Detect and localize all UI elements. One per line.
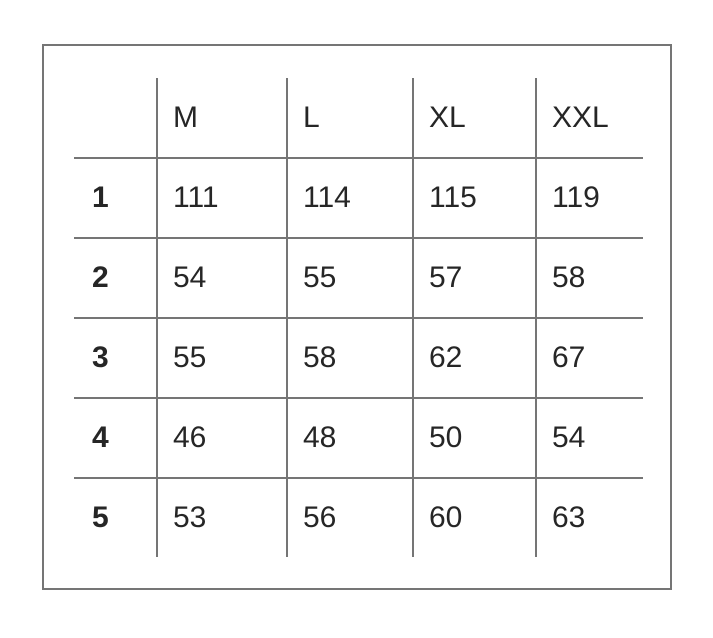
table-cell: 63 [535,477,643,557]
table-cell: 62 [412,317,535,397]
table-cell: 119 [535,157,643,237]
table-cell: 54 [535,397,643,477]
table-cell: 60 [412,477,535,557]
table-cell: 58 [535,237,643,317]
size-chart-card: M L XL XXL 1 111 114 115 119 2 54 55 57 … [42,44,672,590]
row-header: 2 [74,237,156,317]
table-cell: 58 [286,317,412,397]
column-header-xxl: XXL [535,78,643,157]
table-cell: 50 [412,397,535,477]
table-cell: 111 [156,157,286,237]
table-cell: 114 [286,157,412,237]
table-cell: 53 [156,477,286,557]
row-header: 5 [74,477,156,557]
size-table: M L XL XXL 1 111 114 115 119 2 54 55 57 … [74,78,643,557]
table-cell: 55 [156,317,286,397]
row-header: 4 [74,397,156,477]
row-header: 3 [74,317,156,397]
table-cell: 57 [412,237,535,317]
table-corner-cell [74,78,156,157]
column-header-l: L [286,78,412,157]
row-header: 1 [74,157,156,237]
table-cell: 67 [535,317,643,397]
table-cell: 54 [156,237,286,317]
table-cell: 56 [286,477,412,557]
column-header-m: M [156,78,286,157]
table-cell: 48 [286,397,412,477]
column-header-xl: XL [412,78,535,157]
table-cell: 115 [412,157,535,237]
table-cell: 55 [286,237,412,317]
table-cell: 46 [156,397,286,477]
